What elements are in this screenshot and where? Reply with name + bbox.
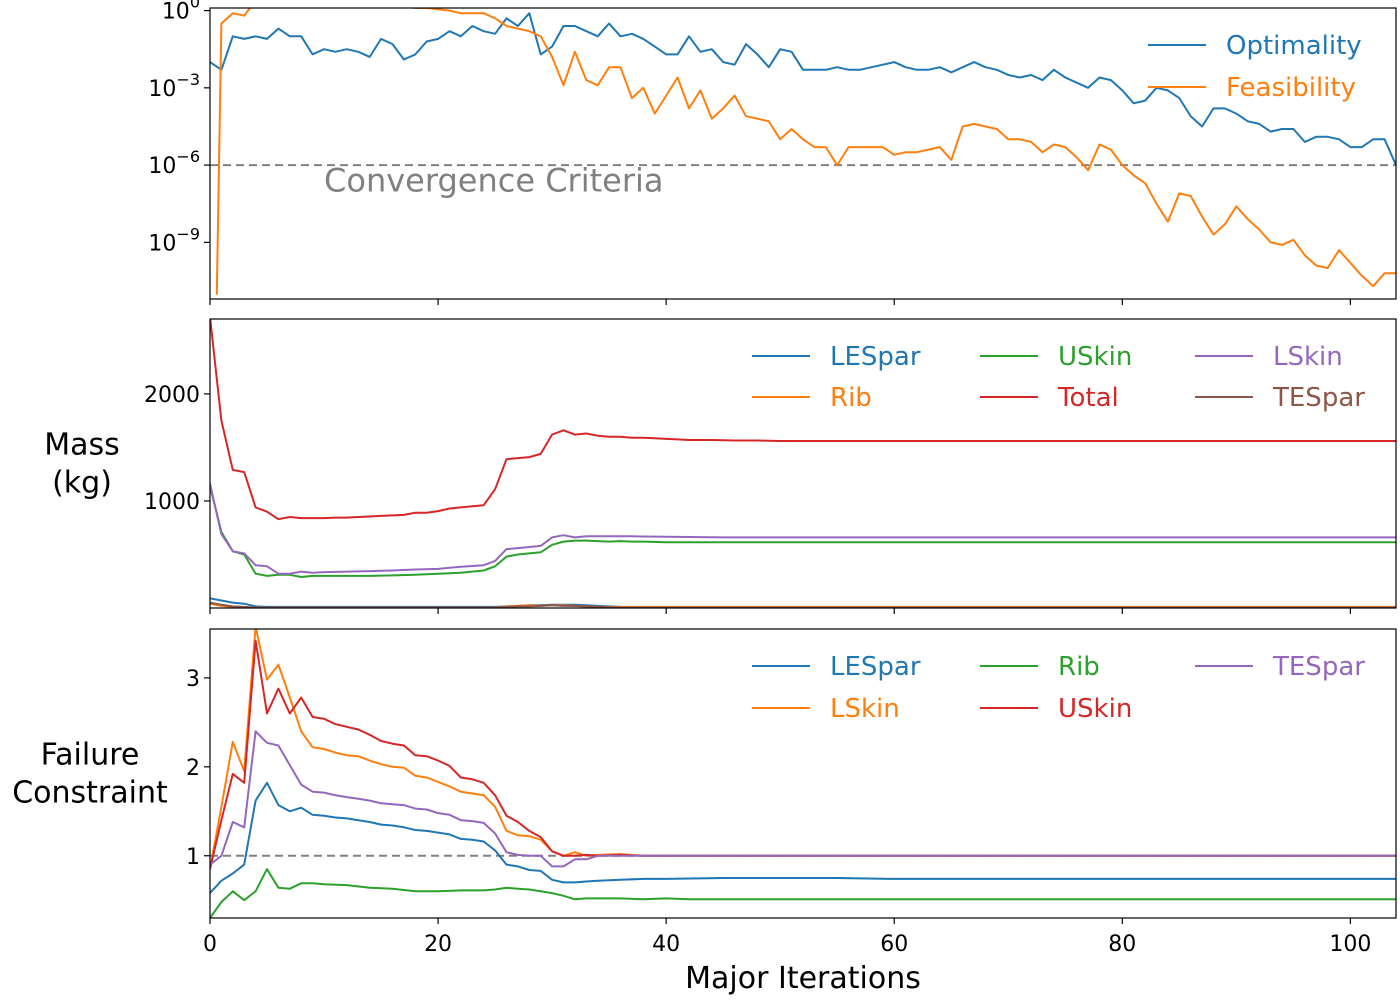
- legend: LESpar LSkin Rib USkin TESpar: [752, 652, 1365, 724]
- plot-frame: [209, 7, 1397, 300]
- legend-label-uskin: USkin: [1058, 342, 1132, 372]
- series-line-tespar: [210, 601, 1396, 608]
- x-tick-label: 80: [1108, 932, 1136, 957]
- legend: Optimality Feasibility: [1148, 31, 1362, 103]
- plot-frame: [209, 628, 1397, 919]
- series-line-optimality: [210, 12, 1396, 166]
- legend-label-uskin: USkin: [1058, 694, 1132, 724]
- series-line-lskin: [210, 483, 1396, 575]
- y-tick-label: 10−6: [148, 147, 200, 179]
- y-tick-label: 3: [186, 667, 200, 692]
- legend-label-lskin: LSkin: [830, 694, 900, 724]
- series-line-total: [210, 319, 1396, 521]
- y-tick-label: 10−3: [148, 70, 200, 102]
- series-line-lskin: [210, 629, 1396, 870]
- x-tick-label: 100: [1329, 932, 1371, 957]
- series-line-feasibility: [215, 8, 1396, 295]
- series-line-lespar: [210, 781, 1396, 894]
- legend-label-optimality: Optimality: [1226, 31, 1362, 61]
- x-tick-label: 40: [652, 932, 680, 957]
- legend-label-rib: Rib: [830, 383, 872, 413]
- x-axis-label: Major Iterations: [685, 961, 921, 996]
- legend: LESpar Rib USkin Total LSkin TESpar: [752, 342, 1365, 413]
- legend-label-lespar: LESpar: [830, 342, 921, 372]
- x-tick-label: 60: [880, 932, 908, 957]
- plot-frame: [209, 318, 1397, 609]
- y-axis-label: Mass (kg): [44, 428, 120, 501]
- legend-label-rib: Rib: [1058, 652, 1100, 682]
- panel-failure-constraint: 0 20 40 60 80 100 Major Iterations 1 2 3 Failure Co…: [12, 628, 1397, 996]
- series-line-uskin: [210, 485, 1396, 578]
- annotation-convergence-criteria: Convergence Criteria: [324, 162, 663, 200]
- y-axis-label: Failure Constraint: [12, 738, 168, 811]
- x-tick-label: 0: [203, 932, 217, 957]
- y-tick-label: 1: [186, 845, 200, 870]
- legend-label-feasibility: Feasibility: [1226, 73, 1356, 103]
- legend-label-lskin: LSkin: [1273, 342, 1343, 372]
- y-tick-label: 2000: [144, 383, 200, 408]
- legend-label-tespar: TESpar: [1272, 383, 1365, 413]
- y-tick-label: 10−9: [148, 224, 200, 256]
- y-tick-label: 2: [186, 756, 200, 781]
- legend-label-tespar: TESpar: [1272, 652, 1365, 682]
- legend-label-total: Total: [1057, 383, 1119, 413]
- y-tick-label: 1000: [144, 490, 200, 515]
- panel-mass: 1000 2000 Mass (kg) LESpar Rib USkin Total LSkin…: [44, 318, 1397, 614]
- series-line-rib: [210, 868, 1396, 918]
- panel-convergence: 100 10−3 10−6 10−9 Convergence Criteria Optim…: [148, 0, 1397, 305]
- y-tick-label: 100: [162, 0, 200, 25]
- legend-label-lespar: LESpar: [830, 652, 921, 682]
- series-line-uskin: [210, 639, 1396, 870]
- series-line-tespar: [210, 730, 1396, 868]
- x-tick-label: 20: [424, 932, 452, 957]
